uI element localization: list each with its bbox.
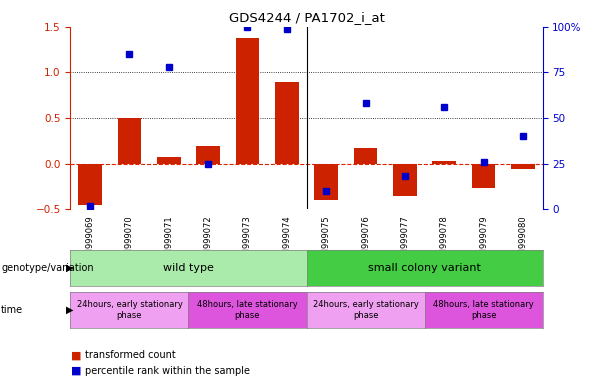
Text: genotype/variation: genotype/variation: [1, 263, 94, 273]
Bar: [235, 38, 259, 164]
Bar: [118, 118, 141, 164]
Bar: [393, 164, 417, 195]
Bar: [432, 161, 456, 164]
Bar: [157, 157, 181, 164]
Title: GDS4244 / PA1702_i_at: GDS4244 / PA1702_i_at: [229, 11, 384, 24]
Text: ■: ■: [70, 350, 81, 360]
Bar: [196, 146, 220, 164]
Text: 24hours, early stationary
phase: 24hours, early stationary phase: [77, 300, 183, 320]
Text: wild type: wild type: [163, 263, 214, 273]
Bar: [275, 82, 299, 164]
Text: transformed count: transformed count: [85, 350, 175, 360]
Bar: [354, 148, 377, 164]
Text: 48hours, late stationary
phase: 48hours, late stationary phase: [433, 300, 534, 320]
Text: ▶: ▶: [66, 305, 74, 315]
Text: time: time: [1, 305, 23, 315]
Bar: [314, 164, 338, 200]
Text: ■: ■: [70, 366, 81, 376]
Bar: [511, 164, 535, 169]
Bar: [471, 164, 495, 188]
Text: small colony variant: small colony variant: [368, 263, 481, 273]
Text: ▶: ▶: [66, 263, 74, 273]
Text: 48hours, late stationary
phase: 48hours, late stationary phase: [197, 300, 298, 320]
Text: 24hours, early stationary
phase: 24hours, early stationary phase: [313, 300, 419, 320]
Bar: [78, 164, 102, 205]
Text: percentile rank within the sample: percentile rank within the sample: [85, 366, 249, 376]
